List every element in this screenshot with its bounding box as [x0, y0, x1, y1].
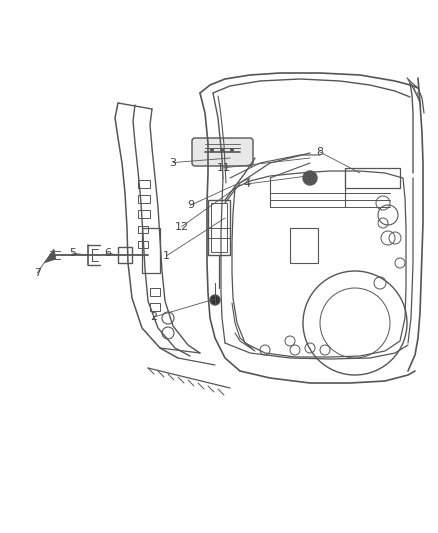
Text: 8: 8 [316, 147, 323, 157]
Bar [138, 210, 150, 218]
Text: 6: 6 [104, 248, 111, 258]
Bar [345, 168, 400, 188]
Text: 2: 2 [150, 312, 157, 322]
Text: 12: 12 [175, 222, 189, 231]
Bar [290, 228, 318, 263]
Bar [150, 288, 160, 296]
Bar [150, 303, 160, 311]
Text: 11: 11 [216, 163, 230, 173]
Bar [138, 195, 150, 203]
Bar [208, 200, 230, 255]
Text: 7: 7 [34, 268, 41, 278]
Text: 5: 5 [69, 248, 76, 258]
Text: 4: 4 [244, 179, 251, 189]
Circle shape [210, 295, 220, 305]
Polygon shape [44, 249, 56, 263]
Bar [138, 180, 150, 188]
Text: 3: 3 [170, 158, 177, 167]
Text: 9: 9 [187, 200, 194, 210]
Text: 1: 1 [163, 251, 170, 261]
Circle shape [303, 171, 317, 185]
Bar [118, 247, 132, 263]
Circle shape [220, 148, 224, 152]
Bar [138, 226, 148, 233]
Bar [211, 203, 227, 252]
Circle shape [230, 148, 234, 152]
Bar [138, 241, 148, 248]
Bar [142, 228, 160, 273]
Circle shape [210, 148, 214, 152]
FancyBboxPatch shape [192, 138, 253, 166]
